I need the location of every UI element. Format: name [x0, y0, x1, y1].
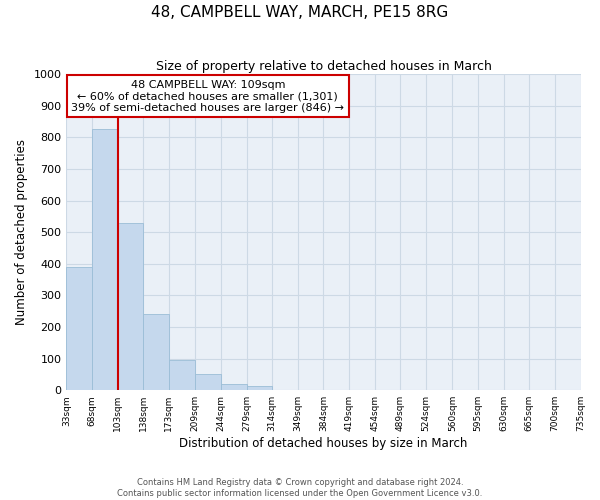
Text: 48, CAMPBELL WAY, MARCH, PE15 8RG: 48, CAMPBELL WAY, MARCH, PE15 8RG	[151, 5, 449, 20]
Bar	[67, 267, 92, 390]
Text: Contains HM Land Registry data © Crown copyright and database right 2024.
Contai: Contains HM Land Registry data © Crown c…	[118, 478, 482, 498]
Bar	[196, 374, 221, 390]
Y-axis label: Number of detached properties: Number of detached properties	[15, 139, 28, 325]
Title: Size of property relative to detached houses in March: Size of property relative to detached ho…	[155, 60, 491, 73]
Text: 48 CAMPBELL WAY: 109sqm
← 60% of detached houses are smaller (1,301)
39% of semi: 48 CAMPBELL WAY: 109sqm ← 60% of detache…	[71, 80, 344, 113]
X-axis label: Distribution of detached houses by size in March: Distribution of detached houses by size …	[179, 437, 467, 450]
Bar	[92, 128, 118, 390]
Bar	[169, 360, 194, 390]
Bar	[247, 386, 272, 390]
Bar	[118, 222, 143, 390]
Bar	[143, 314, 169, 390]
Bar	[221, 384, 247, 390]
